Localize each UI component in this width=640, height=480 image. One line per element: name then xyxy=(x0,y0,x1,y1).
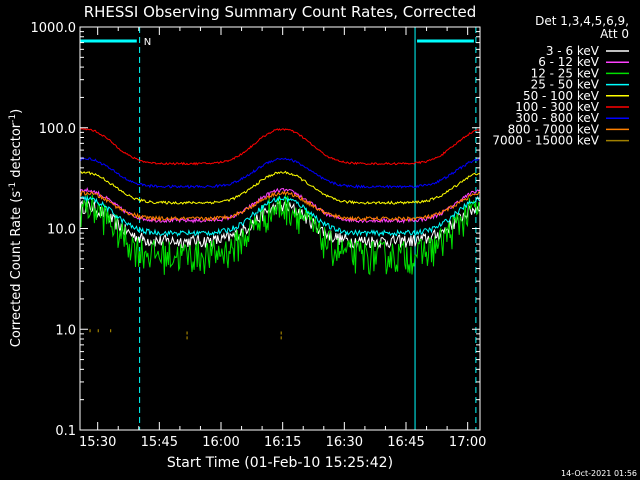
series-point xyxy=(186,331,188,335)
series-line xyxy=(80,127,480,166)
legend-label: 100 - 300 keV xyxy=(515,100,599,114)
y-tick-label: 1.0 xyxy=(55,323,76,338)
series-line xyxy=(79,190,480,223)
series-point xyxy=(89,329,91,333)
legend-label: 25 - 50 keV xyxy=(531,78,600,92)
legend-header-att: Att 0 xyxy=(600,27,629,41)
x-tick-label: 16:00 xyxy=(202,435,239,450)
series-layer xyxy=(79,127,481,340)
legend-label: 7000 - 15000 keV xyxy=(492,134,599,148)
y-tick-label: 100.0 xyxy=(39,122,76,137)
legend-label: 6 - 12 keV xyxy=(538,55,600,69)
flag-label: N xyxy=(144,37,151,48)
series-point xyxy=(97,329,99,333)
x-axis-label: Start Time (01-Feb-10 15:25:42) xyxy=(167,455,393,471)
axes-layer: 0.1 1.0 10.0 100.0 1000.0 15:30 15:45 16:00 16:1… xyxy=(31,21,487,450)
y-axis-label: Corrected Count Rate (s-1 detector-1) xyxy=(8,109,24,347)
x-tick-label: 16:30 xyxy=(326,435,363,450)
chart-title: RHESSI Observing Summary Count Rates, Co… xyxy=(84,3,477,21)
x-tick-label: 15:30 xyxy=(79,435,116,450)
legend-label: 800 - 7000 keV xyxy=(508,122,600,136)
series-point xyxy=(280,336,282,340)
series-point xyxy=(280,331,282,335)
legend-label: 50 - 100 keV xyxy=(523,89,600,103)
y-tick-label: 1000.0 xyxy=(31,21,77,36)
legend-label: 12 - 25 keV xyxy=(531,66,600,80)
legend-header-det: Det 1,3,4,5,6,9, xyxy=(535,14,629,28)
series-line xyxy=(79,195,481,238)
x-tick-label: 15:45 xyxy=(141,435,178,450)
y-tick-label: 10.0 xyxy=(47,223,76,238)
legend-label: 3 - 6 keV xyxy=(546,44,600,58)
series-line xyxy=(79,194,481,276)
x-tick-label: 16:45 xyxy=(387,435,424,450)
y-tick-label: 0.1 xyxy=(55,424,76,439)
series-line xyxy=(80,156,481,189)
x-tick-label: 17:00 xyxy=(449,435,486,450)
footer-date: 14-Oct-2021 01:56 xyxy=(561,469,637,478)
legend-label: 300 - 800 keV xyxy=(515,111,599,125)
series-point xyxy=(110,329,112,333)
series-point xyxy=(186,336,188,340)
series-line xyxy=(79,170,480,205)
x-tick-label: 16:15 xyxy=(264,435,301,450)
